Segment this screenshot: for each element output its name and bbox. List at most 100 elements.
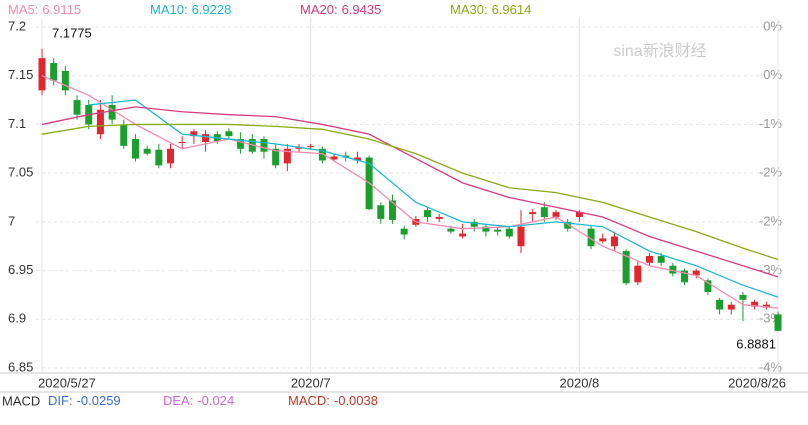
candle-body	[307, 145, 315, 147]
candle-body	[692, 270, 700, 276]
y2-tick-label: 0%	[763, 67, 782, 82]
candle-body	[459, 233, 467, 237]
legend-name: MA20:	[300, 2, 338, 17]
candle-body	[540, 207, 548, 217]
ma-line	[41, 75, 779, 309]
ma-line	[41, 106, 779, 278]
y-tick-label: 7	[8, 213, 15, 228]
macd-name: MACD:	[288, 393, 330, 408]
candle-body	[727, 304, 735, 310]
macd-value: -0.024	[197, 393, 234, 408]
y2-tick-label: -1%	[759, 116, 783, 131]
x-tick-label: 2020/7	[291, 375, 331, 390]
candle-body	[353, 157, 361, 161]
candle-body	[634, 265, 642, 283]
candle-body	[762, 304, 770, 308]
y2-tick-label: -2%	[759, 165, 783, 180]
macd-entry: MACD: -0.0038	[288, 393, 378, 408]
candle-body	[96, 109, 104, 135]
max-label: 7.1775	[52, 25, 92, 40]
y-tick-label: 7.05	[8, 165, 33, 180]
candle-body	[470, 221, 478, 227]
candle-body	[283, 148, 291, 164]
candle-body	[482, 226, 490, 232]
candle-body	[774, 314, 782, 331]
macd-entry: DIF: -0.0259	[48, 393, 121, 408]
candle-body	[155, 149, 163, 166]
candle-body	[400, 228, 408, 235]
candle-body	[505, 228, 513, 237]
y-tick-label: 6.85	[8, 359, 33, 374]
candle-body	[38, 58, 46, 91]
y-tick-label: 7.15	[8, 67, 33, 82]
candle-body	[716, 299, 724, 310]
candle-body	[669, 265, 677, 274]
candle-body	[167, 148, 175, 164]
candle-body	[447, 228, 455, 232]
candle-body	[190, 131, 198, 137]
x-tick-label: 2020/8/26	[728, 375, 786, 390]
candle-body	[645, 255, 653, 263]
candle-body	[657, 255, 665, 263]
candle-body	[178, 141, 186, 143]
x-tick-label: 2020/5/27	[38, 375, 96, 390]
legend-name: MA5:	[8, 2, 38, 17]
macd-value: -0.0259	[77, 393, 121, 408]
candle-body	[751, 301, 759, 307]
candle-body	[610, 236, 618, 247]
legend-entry: MA5: 6.9115	[8, 2, 81, 17]
candle-body	[131, 139, 139, 159]
macd-name: DEA:	[163, 393, 193, 408]
candle-body	[681, 270, 689, 283]
macd-value: -0.0038	[334, 393, 378, 408]
legend-name: MA30:	[450, 2, 488, 17]
ma-line	[88, 99, 779, 298]
macd-name: DIF:	[48, 393, 73, 408]
y2-tick-label: 0%	[763, 18, 782, 33]
y-tick-label: 7.2	[8, 18, 26, 33]
candle-body	[330, 156, 338, 160]
candle-body	[388, 200, 396, 220]
legend-value: 6.9115	[42, 2, 81, 17]
candle-body	[318, 148, 326, 161]
legend-entry: MA30: 6.9614	[450, 2, 531, 17]
candle-body	[50, 63, 58, 81]
candle-body	[237, 139, 245, 149]
candle-body	[435, 216, 443, 219]
legend-entry: MA10: 6.9228	[150, 2, 231, 17]
y2-tick-label: -4%	[759, 359, 783, 374]
candle-body	[225, 131, 233, 137]
candle-body	[564, 221, 572, 229]
candle-body	[552, 212, 560, 217]
macd-title: MACD	[2, 393, 40, 408]
y-tick-label: 7.1	[8, 116, 26, 131]
macd-entry: DEA: -0.024	[163, 393, 234, 408]
candle-body	[599, 238, 607, 242]
candle-body	[494, 229, 502, 232]
legend-value: 6.9614	[492, 2, 532, 17]
candle-body	[739, 294, 747, 300]
legend-name: MA10:	[150, 2, 188, 17]
candle-body	[575, 212, 583, 217]
candle-body	[377, 205, 385, 219]
y-tick-label: 6.95	[8, 262, 33, 277]
watermark: sina新浪财经	[613, 42, 706, 60]
candle-body	[587, 228, 595, 247]
candle-body	[517, 226, 525, 247]
candle-body	[424, 210, 432, 217]
y2-tick-label: -2%	[759, 213, 783, 228]
legend-value: 6.9228	[192, 2, 232, 17]
legend-value: 6.9435	[342, 2, 382, 17]
y-tick-label: 6.9	[8, 311, 26, 326]
candle-body	[260, 139, 268, 152]
candle-body	[108, 104, 116, 120]
min-label: 6.8881	[736, 336, 776, 351]
candle-body	[120, 124, 128, 146]
x-tick-label: 2020/8	[560, 375, 600, 390]
legend-entry: MA20: 6.9435	[300, 2, 381, 17]
candle-body	[61, 70, 69, 91]
candle-body	[704, 280, 712, 293]
candle-body	[622, 251, 630, 284]
candle-body	[529, 212, 537, 215]
